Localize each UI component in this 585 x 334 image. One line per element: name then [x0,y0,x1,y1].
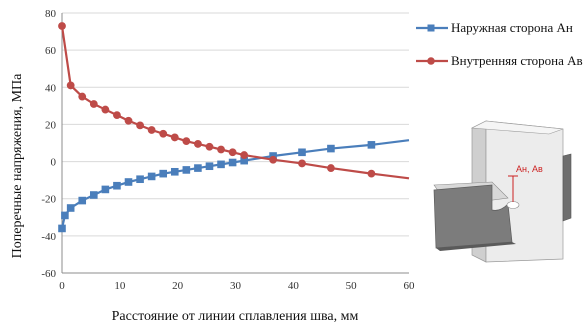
x-tick-label-5: 50 [346,280,358,292]
x-tick-label-4: 40 [288,280,300,292]
point-s1-2 [78,92,87,101]
point-s0-12 [182,166,191,174]
legend-entry-inner: Внутренняя сторона Ав [416,53,583,68]
y-tick-label-3: 0 [51,157,57,169]
point-s0-3 [78,196,87,205]
point-s1-20 [367,169,376,178]
point-s1-15 [228,148,237,157]
point-s0-20 [327,144,335,153]
legend-marker-inner [427,57,435,65]
point-s0-6 [113,181,121,190]
point-s0-2 [66,204,75,212]
vertical-plate-top [470,120,564,135]
axes: -60 -40 -20 0 20 40 60 80 0 10 20 30 40 50 60 [41,8,415,292]
point-s0-5 [101,185,110,194]
y-tick-label-1: -40 [41,231,56,243]
right-fin [562,153,572,222]
point-s0-9 [147,172,156,181]
point-s1-14 [217,145,225,154]
point-s1-6 [124,116,133,125]
point-s0-21 [367,141,376,149]
x-tick-label-1: 10 [114,280,126,292]
point-s1-17 [269,155,277,164]
y-tick-label-5: 40 [45,82,57,94]
point-s0-11 [170,167,179,176]
front-plate-edge [436,242,516,251]
y-tick-label-7: 80 [45,8,57,20]
point-s1-19 [327,164,335,172]
point-s1-5 [113,111,121,120]
legend-entry-outer: Наружная сторона Ан [416,20,573,35]
x-tick-label-2: 20 [172,280,184,292]
point-s1-1 [66,81,75,90]
point-s1-12 [194,140,202,148]
legend-label-outer: Наружная сторона Ан [451,20,573,35]
y-tick-label-2: -20 [41,194,56,206]
y-tick-label-6: 60 [45,45,57,57]
point-s0-1 [61,211,69,220]
point-s1-18 [298,159,306,168]
x-tick-label-0: 0 [59,280,65,292]
series-line-1 [60,25,410,180]
point-s0-14 [205,162,214,171]
series-layer [58,22,410,233]
y-axis-title: Поперечные напряжения, МПа [10,73,25,258]
x-tick-label-6: 60 [404,280,416,292]
specimen-illustration: Ан, Ав [433,120,572,263]
point-s0-15 [217,160,225,169]
y-tick-label-4: 20 [45,119,57,131]
point-s0-10 [159,169,168,178]
weld-bead [506,201,520,209]
point-s0-19 [298,148,306,157]
point-s0-8 [136,175,144,184]
point-s1-16 [240,151,249,159]
x-axis-title: Расстояние от линии сплавления шва, мм [112,309,359,324]
point-s1-3 [89,100,98,108]
point-s1-11 [182,137,191,146]
point-s0-17 [240,156,248,165]
point-s1-7 [136,121,144,130]
point-s1-8 [147,126,156,134]
grid [62,12,409,274]
point-s1-10 [170,133,179,142]
point-s0-13 [194,164,202,172]
annotation-label: Ан, Ав [516,164,543,174]
point-s0-0 [58,224,66,233]
legend: Наружная сторона Ан Внутренняя сторона А… [416,20,583,68]
x-tick-label-3: 30 [230,280,242,292]
front-plate-face [433,184,513,249]
point-s0-7 [124,178,133,186]
legend-label-inner: Внутренняя сторона Ав [451,53,583,68]
point-s1-0 [58,22,66,30]
y-tick-label-0: -60 [41,268,56,280]
point-s0-16 [228,158,237,167]
point-s1-13 [205,142,214,151]
legend-marker-outer [427,24,435,32]
point-s0-4 [90,191,98,199]
point-s1-9 [159,129,168,138]
point-s1-4 [101,105,110,114]
